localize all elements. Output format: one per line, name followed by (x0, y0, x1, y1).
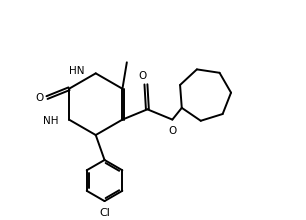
Text: NH: NH (43, 116, 59, 126)
Text: O: O (169, 126, 177, 136)
Text: HN: HN (69, 66, 84, 76)
Text: O: O (35, 93, 43, 103)
Text: Cl: Cl (99, 207, 110, 218)
Text: O: O (138, 71, 147, 81)
